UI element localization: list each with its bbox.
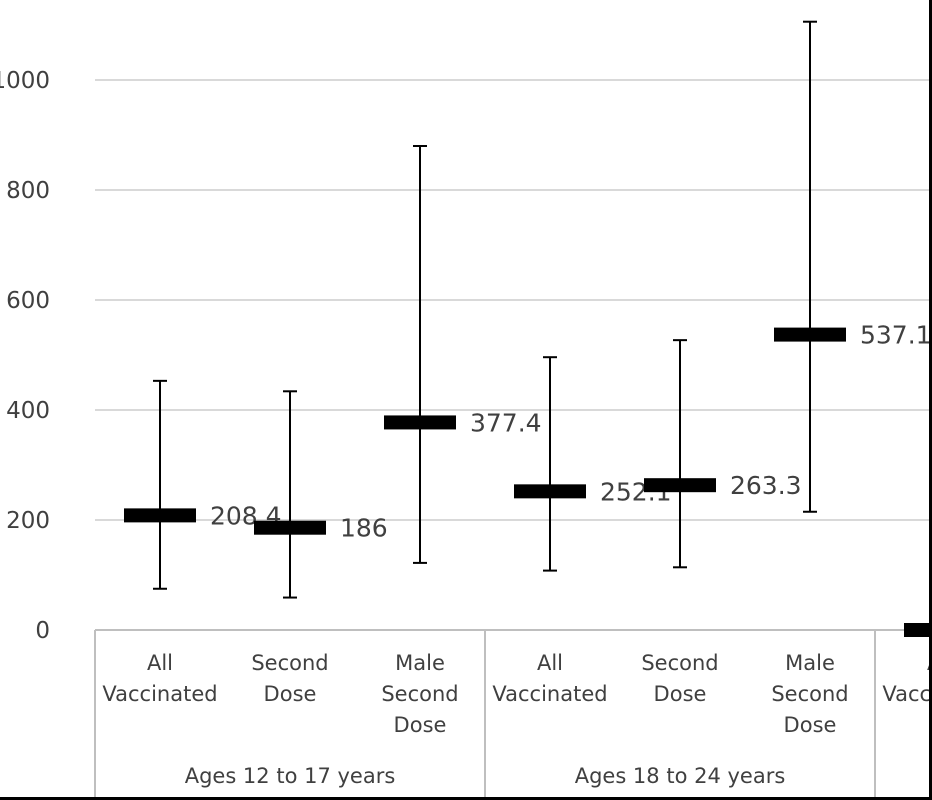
y-tick-label: 400	[6, 398, 50, 424]
value-marker	[514, 484, 586, 499]
y-tick-label: 1000	[0, 68, 50, 94]
y-tick-label: 800	[6, 178, 50, 204]
x-category-label: Male	[395, 651, 445, 675]
data-label: 263.3	[730, 471, 802, 500]
x-category-label: Male	[785, 651, 835, 675]
x-group-label: Ages 18 to 24 years	[575, 764, 786, 788]
data-label: 186	[340, 514, 388, 543]
y-tick-label: 600	[6, 288, 50, 314]
value-marker	[774, 327, 846, 342]
value-marker	[384, 415, 456, 430]
x-category-label: Second	[381, 682, 458, 706]
value-marker	[124, 508, 196, 523]
value-marker	[254, 520, 326, 535]
data-label: 537.1	[860, 321, 932, 350]
x-category-label: Vaccinated	[882, 682, 932, 706]
x-category-label: Dose	[394, 713, 447, 737]
y-tick-label: 0	[35, 618, 50, 644]
x-category-label: Second	[771, 682, 848, 706]
x-category-label: All	[537, 651, 563, 675]
y-tick-label: 200	[6, 508, 50, 534]
x-category-label: Vaccinated	[102, 682, 217, 706]
data-label: 377.4	[470, 408, 542, 437]
value-marker	[644, 478, 716, 493]
x-category-label: All	[147, 651, 173, 675]
x-category-label: Second	[251, 651, 328, 675]
x-category-label: Dose	[654, 682, 707, 706]
x-category-label: Vaccinated	[492, 682, 607, 706]
x-category-label: Dose	[784, 713, 837, 737]
value-marker	[904, 623, 929, 637]
x-category-label: Dose	[264, 682, 317, 706]
x-category-label: All	[927, 651, 932, 675]
x-group-label: Ages 12 to 17 years	[185, 764, 396, 788]
x-category-label: Second	[641, 651, 718, 675]
